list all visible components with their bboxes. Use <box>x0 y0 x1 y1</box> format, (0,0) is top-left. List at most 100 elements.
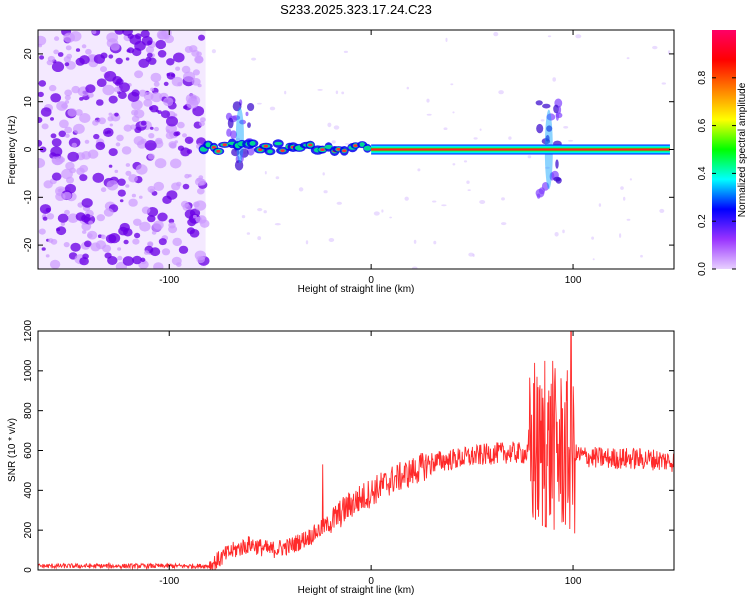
noise-speckle <box>82 230 87 234</box>
faint-speckle <box>659 208 665 213</box>
noise-speckle <box>199 219 210 228</box>
noise-speckle <box>145 46 155 54</box>
noise-speckle <box>117 247 122 251</box>
noise-speckle <box>107 116 114 122</box>
ridge-blob-core <box>363 145 372 151</box>
noise-speckle <box>160 110 171 119</box>
noise-speckle <box>55 157 61 162</box>
noise-speckle <box>100 66 107 73</box>
ridge-peak <box>280 149 285 153</box>
faint-speckle <box>545 166 550 169</box>
colorbar-tick-label: 0.8 <box>697 70 708 84</box>
faint-speckle <box>667 50 671 55</box>
noise-speckle <box>38 228 46 235</box>
noise-speckle <box>67 151 79 162</box>
noise-speckle <box>144 250 150 255</box>
disturbance-blob <box>546 125 553 132</box>
faint-speckle <box>592 258 595 261</box>
spec-ytick-label: -10 <box>23 190 34 205</box>
noise-speckle <box>125 163 131 167</box>
faint-speckle <box>450 83 454 86</box>
noise-speckle <box>126 49 131 53</box>
ridge-blob-core <box>274 141 283 146</box>
noise-speckle <box>166 72 171 77</box>
noise-speckle <box>140 257 146 262</box>
snr-xtick-label: -100 <box>159 576 179 587</box>
faint-speckle <box>251 57 257 61</box>
disturbance-blob <box>231 148 240 157</box>
snr-ytick-label: 800 <box>23 402 34 419</box>
noise-speckle <box>118 82 130 93</box>
faint-speckle <box>527 155 532 159</box>
snr-ytick-label: 400 <box>23 482 34 499</box>
noise-speckle <box>87 92 94 98</box>
spec-xtick-label: 100 <box>565 275 582 286</box>
faint-speckle <box>441 204 447 207</box>
ridge-peak <box>211 146 217 149</box>
noise-speckle <box>198 34 205 41</box>
noise-speckle <box>170 158 182 169</box>
noise-speckle <box>182 133 187 138</box>
noise-speckle <box>163 81 169 86</box>
noise-speckle <box>79 97 84 101</box>
spectrogram-content <box>38 30 671 269</box>
faint-speckle <box>234 137 241 142</box>
noise-speckle <box>180 147 191 157</box>
noise-speckle <box>100 187 107 193</box>
noise-speckle <box>133 218 142 226</box>
noise-speckle <box>85 213 91 218</box>
ridge-peak <box>216 149 221 153</box>
noise-speckle <box>108 54 114 59</box>
faint-speckle <box>284 90 287 95</box>
noise-speckle <box>134 70 144 79</box>
faint-speckle <box>445 37 448 43</box>
noise-speckle <box>47 55 56 63</box>
snr-xtick-label: 100 <box>565 576 582 587</box>
chart-title: S233.2025.323.17.24.C23 <box>280 2 432 17</box>
faint-speckle <box>640 254 643 258</box>
ridge-peak <box>222 143 227 147</box>
noise-speckle <box>100 234 106 240</box>
noise-speckle <box>58 130 67 138</box>
noise-speckle <box>64 126 73 134</box>
faint-speckle <box>467 189 471 192</box>
noise-speckle <box>119 199 124 203</box>
noise-speckle <box>106 180 119 191</box>
disturbance-blob <box>227 117 234 129</box>
noise-speckle <box>114 30 125 35</box>
faint-speckle <box>501 197 505 201</box>
faint-speckle <box>426 113 432 116</box>
noise-speckle <box>117 255 123 261</box>
noise-speckle <box>143 99 153 107</box>
noise-speckle <box>122 256 134 266</box>
noise-speckle <box>45 207 51 213</box>
faint-speckle <box>341 91 345 95</box>
ridge-peak <box>263 144 269 148</box>
faint-speckle <box>547 35 552 38</box>
faint-speckle <box>412 266 418 269</box>
noise-speckle <box>85 84 96 93</box>
noise-speckle <box>144 140 157 151</box>
noise-speckle <box>108 95 118 104</box>
ridge-blob-core <box>249 141 256 146</box>
noise-speckle <box>183 105 188 110</box>
snr-xlabel: Height of straight line (km) <box>298 585 415 596</box>
faint-speckle <box>257 208 263 212</box>
disturbance-blob <box>557 105 562 114</box>
colorbar-ticks: 0.0 0.2 0.4 0.6 0.8 <box>697 70 736 276</box>
noise-speckle <box>131 89 140 97</box>
disturbance-blob <box>555 112 563 119</box>
disturbance-blob <box>546 113 556 121</box>
noise-speckle <box>145 56 152 62</box>
faint-speckle <box>552 77 556 82</box>
noise-speckle <box>171 182 181 191</box>
ridge-peak <box>342 149 347 153</box>
noise-speckle <box>75 109 83 116</box>
noise-speckle <box>113 86 121 93</box>
noise-speckle <box>173 131 179 137</box>
noise-speckle <box>183 71 196 83</box>
noise-speckle <box>151 230 157 235</box>
spec-ytick-label: 10 <box>23 96 34 108</box>
